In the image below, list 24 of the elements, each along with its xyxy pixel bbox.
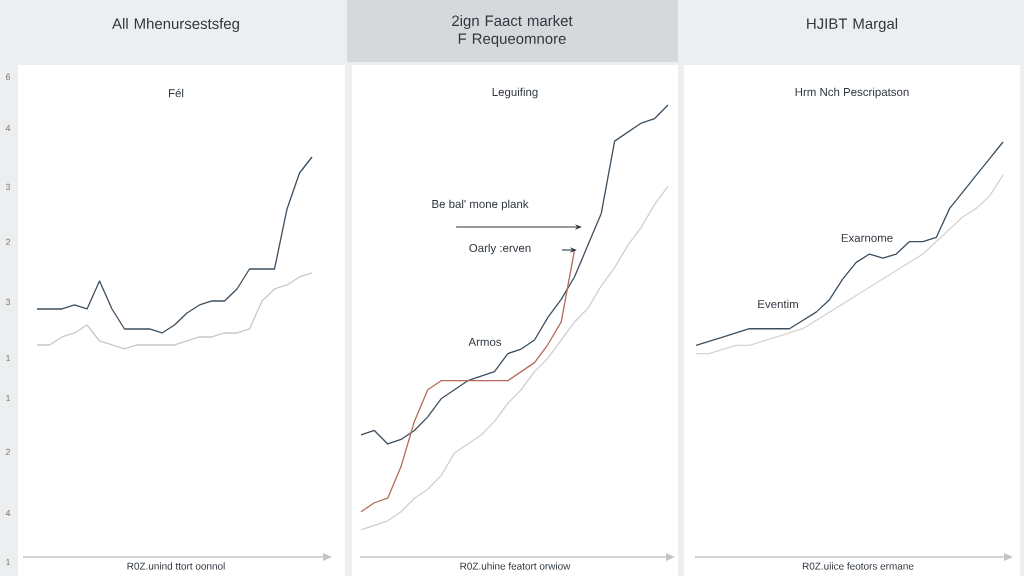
x-axis-title: R0Z.uhine featort orwiow [460,562,571,570]
chart-title: 2ign Faact market F Requeomnore [452,15,573,47]
text: 4 [5,509,11,517]
annotation: Eventim [758,299,798,309]
text: 3 [5,183,11,191]
chart-title: HJIBT Margal [807,18,898,32]
text: 2 [5,448,11,456]
chart-subtitle: Fél [168,88,184,98]
annotation: Be bal' mone plank [432,199,529,211]
x-axis-title: R0Z.uiice feotors ermane [802,562,914,570]
text: 1 [6,354,11,362]
text: 1 [6,558,11,566]
annotation: Armos [468,338,502,346]
text: 3 [5,298,11,306]
x-axis-title: R0Z.unind ttort oonnol [127,562,225,570]
annotation: Exarnome [841,234,893,242]
chart-title: All Mhenursestsfeg [112,18,239,32]
text: 6 [5,73,11,81]
chart-subtitle: Hrm Nch Pescripatson [795,87,909,99]
annotation: Oarly :erven [469,243,531,255]
text: 4 [5,124,11,132]
chart-subtitle: Leguifing [492,87,538,99]
text: 1 [6,394,11,402]
text: 2 [5,238,11,246]
